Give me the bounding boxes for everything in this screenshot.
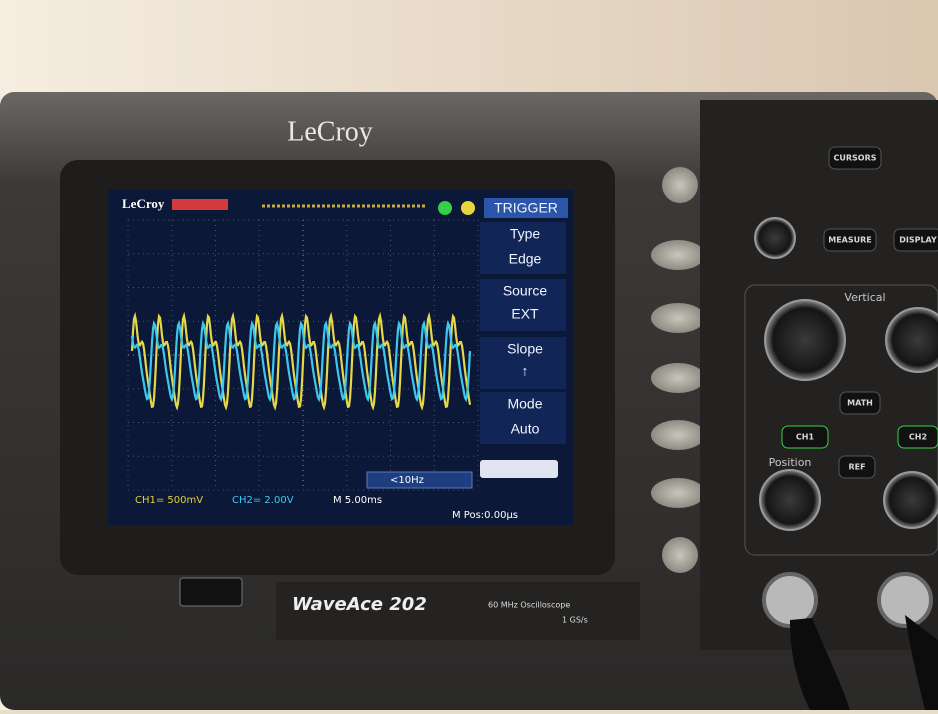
spec: 60 MHz Oscilloscope xyxy=(488,601,570,610)
panel-button-label: REF xyxy=(848,463,865,472)
model: 202 xyxy=(389,594,427,615)
softkey[interactable] xyxy=(662,167,698,203)
section-label: Vertical xyxy=(844,291,885,304)
status-dot xyxy=(461,201,475,215)
status-dot xyxy=(438,201,452,215)
ch1-scale: CH1= 500mV xyxy=(135,495,203,506)
trigger-frequency: <10Hz xyxy=(390,475,424,486)
screen-logo: LeCroy xyxy=(122,196,165,211)
menu-label: Source xyxy=(503,283,548,299)
knob[interactable] xyxy=(886,308,938,372)
softkey[interactable] xyxy=(662,537,698,573)
photo: LeCroy LeCroy TRIGGER Type Edge Source EXT S… xyxy=(0,0,938,710)
ch2-scale: CH2= 2.00V xyxy=(232,495,294,506)
menu-label: Mode xyxy=(507,396,542,412)
menu-value: Auto xyxy=(511,421,540,437)
series: WaveAce xyxy=(292,594,383,615)
menu-value: Edge xyxy=(509,251,542,267)
panel-button-label: DISPLAY xyxy=(899,236,937,245)
model-series: WaveAce 202 xyxy=(292,594,427,615)
menu-blank-button xyxy=(480,460,558,478)
knob[interactable] xyxy=(755,218,795,258)
section-label: Position xyxy=(769,456,812,469)
sample-rate: 1 GS/s xyxy=(562,616,588,625)
panel-button-label: MEASURE xyxy=(828,236,872,245)
softkey[interactable] xyxy=(651,303,705,333)
run-indicator xyxy=(172,199,228,210)
panel-button-label: CH1 xyxy=(796,433,815,442)
menu-value: ↑ xyxy=(522,363,529,379)
menu-title: TRIGGER xyxy=(494,200,558,216)
panel-button-label: CH2 xyxy=(909,433,927,442)
knob[interactable] xyxy=(765,300,845,380)
softkey[interactable] xyxy=(651,478,705,508)
softkey[interactable] xyxy=(651,363,705,393)
softkey[interactable] xyxy=(651,420,705,450)
knob[interactable] xyxy=(760,470,820,530)
menu-label: Type xyxy=(510,226,541,242)
menu-value: EXT xyxy=(511,306,539,322)
timebase: M 5.00ms xyxy=(333,495,382,506)
bnc-connector xyxy=(764,574,816,626)
bnc-connector xyxy=(879,574,931,626)
horizontal-position: M Pos:0.00μs xyxy=(452,510,518,521)
knob[interactable] xyxy=(884,472,938,528)
usb-port[interactable] xyxy=(180,578,242,606)
panel-button-label: MATH xyxy=(847,399,873,408)
brand: LeCroy xyxy=(287,116,373,147)
menu-label: Slope xyxy=(507,341,543,357)
softkey[interactable] xyxy=(651,240,705,270)
panel-button-label: CURSORS xyxy=(833,154,876,163)
